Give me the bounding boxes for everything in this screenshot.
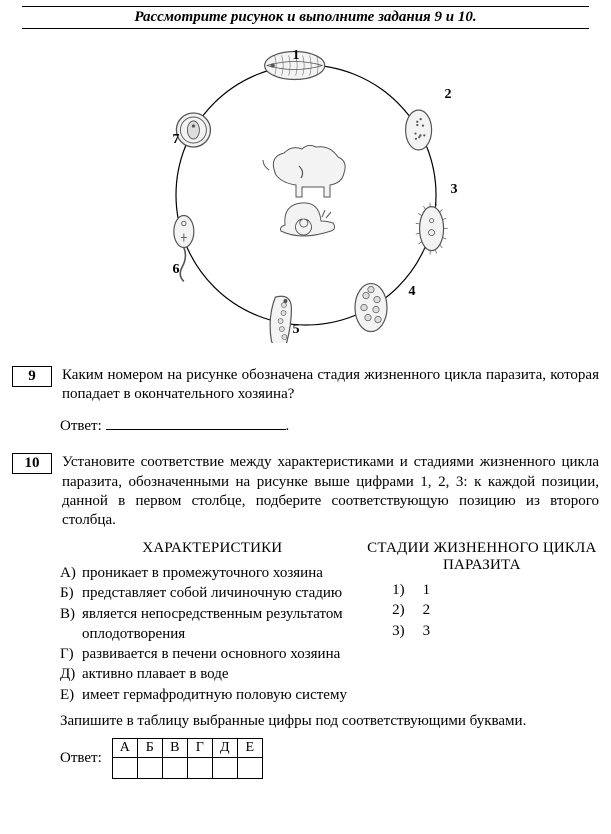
svg-text:3: 3 (450, 182, 457, 197)
answer-table: АБВГДЕ (112, 738, 263, 779)
task-number-box: 10 (12, 453, 52, 474)
characteristics-header: ХАРАКТЕРИСТИКИ (60, 540, 365, 557)
answer-header-cell: Г (187, 738, 212, 757)
svg-text:5: 5 (292, 322, 299, 337)
svg-text:1: 1 (292, 48, 299, 63)
table-instruction: Запишите в таблицу выбранные цифры под с… (60, 713, 599, 730)
char-label: Б) (60, 583, 82, 603)
lifecycle-diagram: 1 2 3 4 5 6 7 (136, 43, 476, 348)
answer-blank[interactable] (106, 414, 286, 430)
task-10: 10 Установите соответствие между характе… (12, 453, 599, 530)
answer-header-cell: Д (212, 738, 237, 757)
stage-row: 3)3 (365, 621, 599, 641)
stage-row: 2)2 (365, 600, 599, 620)
char-label: Г) (60, 644, 82, 664)
characteristic-row: Д)активно плавает в воде (60, 664, 365, 684)
characteristic-row: А)проникает в промежуточного хозяина (60, 563, 365, 583)
characteristics-column: ХАРАКТЕРИСТИКИ А)проникает в промежуточн… (60, 540, 365, 705)
characteristic-row: В)является непосредственным результатом … (60, 604, 365, 645)
characteristic-row: Г)развивается в печени основного хозяина (60, 644, 365, 664)
answer-header-cell: Е (237, 738, 262, 757)
stage-label: 1) (365, 580, 423, 600)
stages-header: СТАДИИ ЖИЗНЕННОГО ЦИКЛА ПАРАЗИТА (365, 540, 599, 574)
char-label: Е) (60, 685, 82, 705)
task-9-answer: Ответ: . (60, 414, 599, 435)
char-text: имеет гермафродитную половую систему (82, 685, 365, 705)
characteristic-row: Е)имеет гермафродитную половую систему (60, 685, 365, 705)
char-label: В) (60, 604, 82, 645)
char-text: является непосредственным результатом оп… (82, 604, 365, 645)
diagram-container: 1 2 3 4 5 6 7 (12, 43, 599, 348)
char-text: развивается в печени основного хозяина (82, 644, 365, 664)
answer-label: Ответ: (60, 418, 102, 434)
stages-column: СТАДИИ ЖИЗНЕННОГО ЦИКЛА ПАРАЗИТА 1)12)23… (365, 540, 599, 705)
answer-header-cell: Б (137, 738, 162, 757)
characteristic-row: Б)представляет собой личиночную стадию (60, 583, 365, 603)
svg-text:2: 2 (444, 87, 451, 102)
svg-text:7: 7 (172, 132, 179, 147)
answer-input-cell[interactable] (212, 757, 237, 778)
task-10-answer: Ответ: АБВГДЕ (60, 738, 599, 779)
answer-header-cell: А (112, 738, 137, 757)
period: . (286, 418, 290, 434)
char-text: активно плавает в воде (82, 664, 365, 684)
answer-input-cell[interactable] (112, 757, 137, 778)
stage-value: 3 (423, 621, 431, 641)
svg-text:6: 6 (172, 262, 179, 277)
stage-label: 2) (365, 600, 423, 620)
char-text: проникает в промежуточного хозяина (82, 563, 365, 583)
stage-value: 1 (423, 580, 431, 600)
answer-input-cell[interactable] (137, 757, 162, 778)
matching-columns: ХАРАКТЕРИСТИКИ А)проникает в промежуточн… (60, 540, 599, 705)
stage-value: 2 (423, 600, 431, 620)
svg-text:4: 4 (408, 284, 415, 299)
task-10-text: Установите соответствие между характерис… (62, 453, 599, 530)
task-number-box: 9 (12, 366, 52, 387)
instruction-text: Рассмотрите рисунок и выполните задания … (134, 9, 476, 25)
task-9-text: Каким номером на рисунке обозначена стад… (62, 366, 599, 404)
answer-header-cell: В (162, 738, 187, 757)
char-text: представляет собой личиночную стадию (82, 583, 365, 603)
answer-input-cell[interactable] (187, 757, 212, 778)
answer-label: Ответ: (60, 750, 102, 767)
stage-row: 1)1 (365, 580, 599, 600)
answer-input-cell[interactable] (162, 757, 187, 778)
instruction-box: Рассмотрите рисунок и выполните задания … (22, 6, 589, 29)
answer-input-cell[interactable] (237, 757, 262, 778)
task-9: 9 Каким номером на рисунке обозначена ст… (12, 366, 599, 404)
char-label: Д) (60, 664, 82, 684)
char-label: А) (60, 563, 82, 583)
stage-label: 3) (365, 621, 423, 641)
